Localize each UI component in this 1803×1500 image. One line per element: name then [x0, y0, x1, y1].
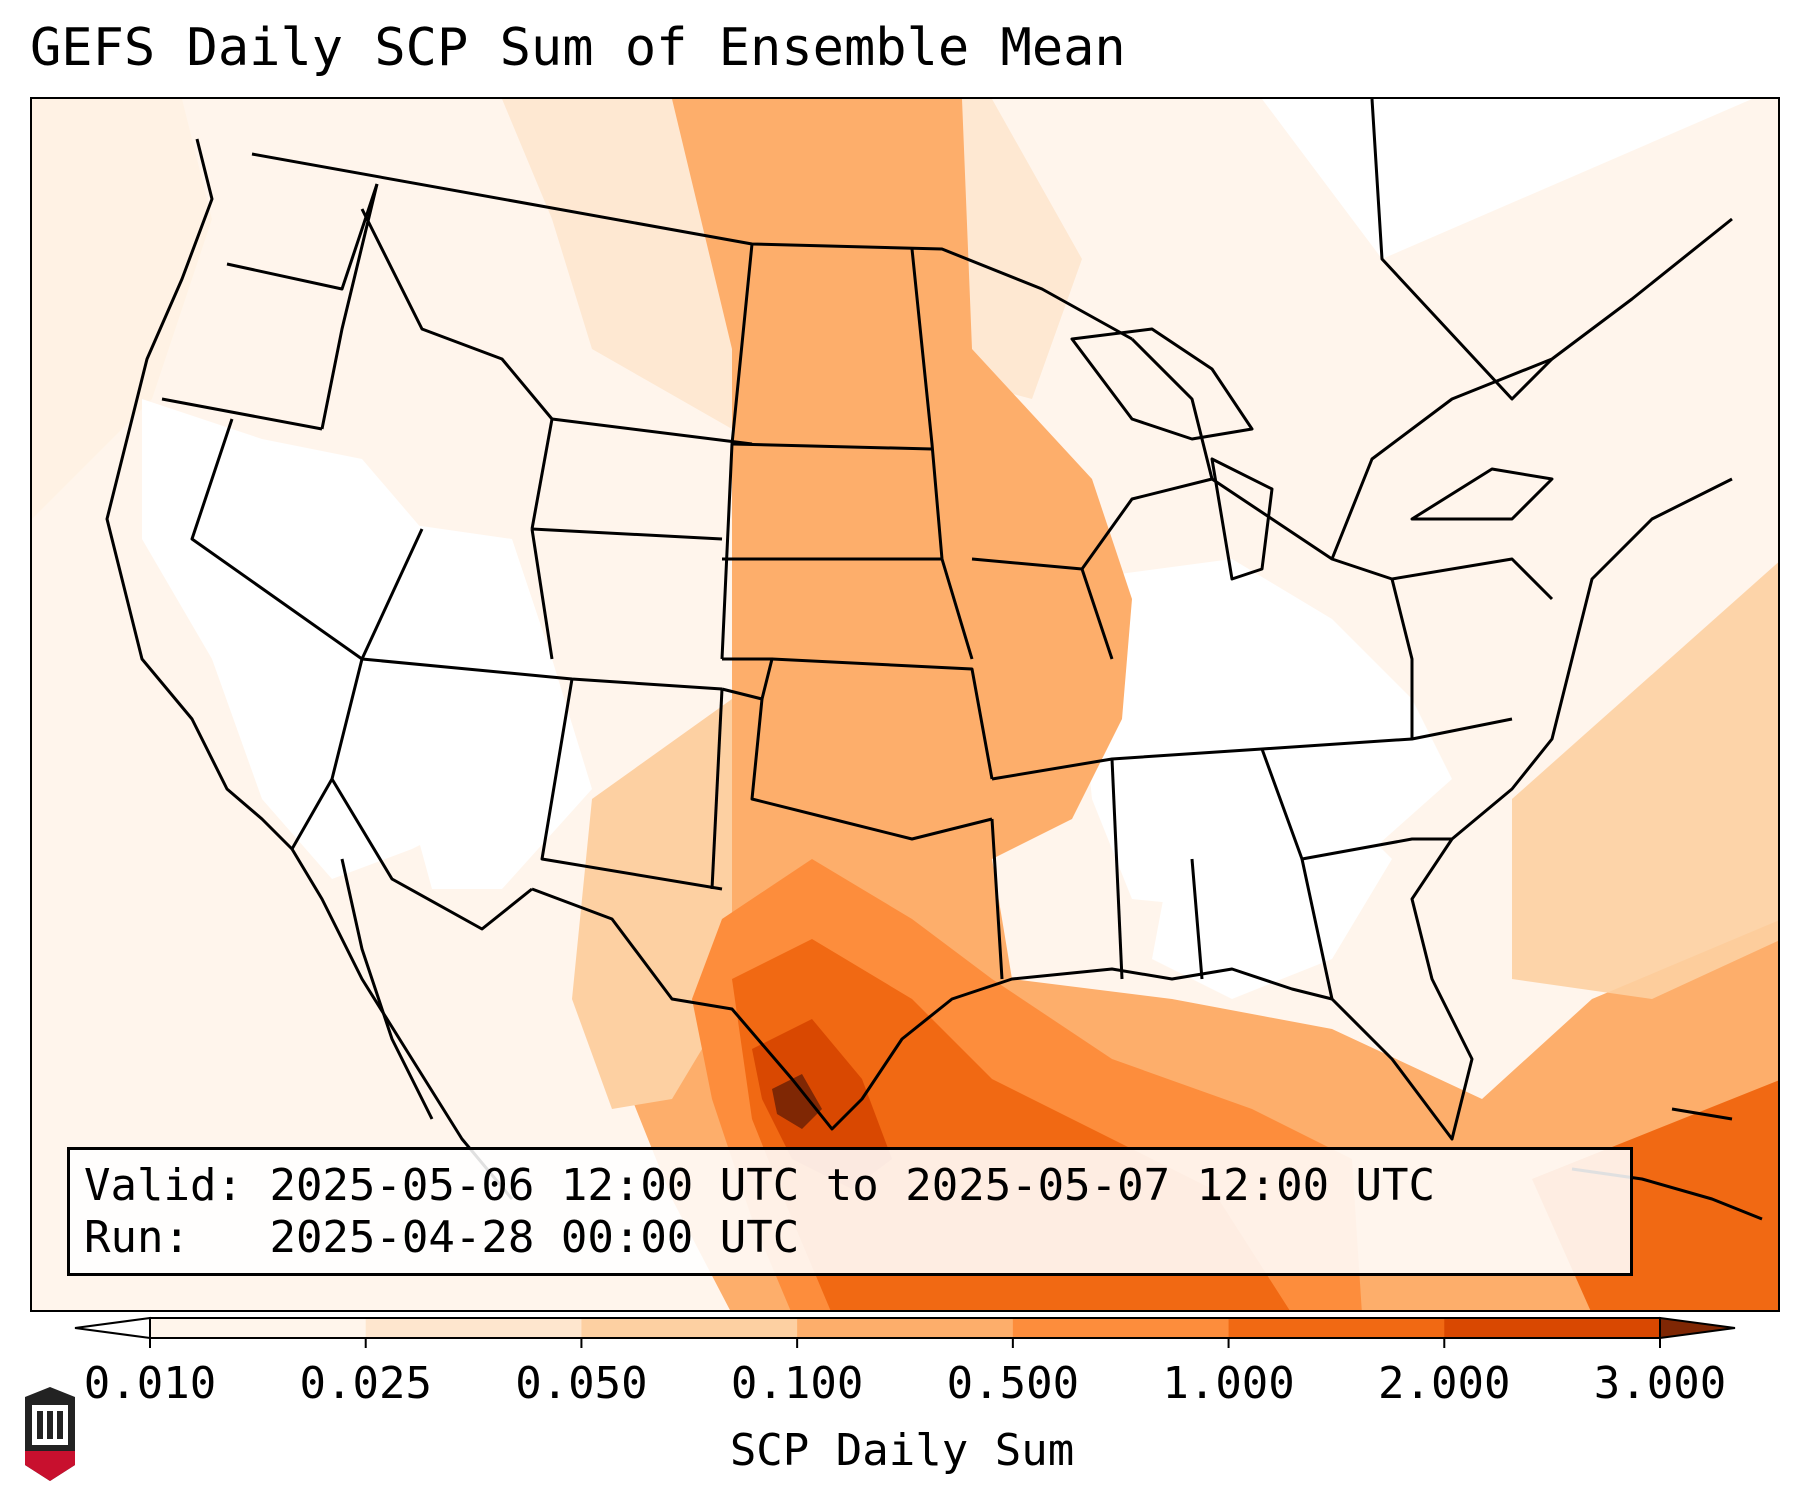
- colorbar-tick-label: 0.050: [515, 1358, 648, 1409]
- colorbar-segment: [365, 1318, 582, 1338]
- colorbar-segment: [797, 1318, 1014, 1338]
- colorbar-tick-label: 0.025: [299, 1358, 432, 1409]
- colorbar-tick-label: 0.010: [83, 1358, 217, 1409]
- colorbar-tick-label: 2.000: [1378, 1358, 1511, 1409]
- colorbar-tick-label: 1.000: [1162, 1358, 1295, 1409]
- colorbar-segment: [1444, 1318, 1661, 1338]
- niu-logo: [20, 1385, 80, 1489]
- colorbar-segment: [581, 1318, 798, 1338]
- colorbar-label: SCP Daily Sum: [729, 1425, 1075, 1476]
- run-row: Run: 2025-04-28 00:00 UTC: [84, 1212, 1630, 1264]
- niu-logo-icon: [25, 1387, 75, 1481]
- colorbar-tick-label: 0.100: [730, 1358, 864, 1409]
- run-value: 2025-04-28 00:00 UTC: [269, 1212, 800, 1263]
- colorbar-tick-label: 0.500: [946, 1358, 1080, 1409]
- colorbar-tick-label: 3.000: [1593, 1358, 1727, 1409]
- validity-info-box: Valid: 2025-05-06 12:00 UTC to 2025-05-0…: [67, 1147, 1633, 1276]
- colorbar-segment: [150, 1318, 367, 1338]
- map-panel[interactable]: [30, 97, 1780, 1312]
- colorbar-outline: [149, 1317, 1661, 1339]
- colorbar-svg: [74, 1316, 1736, 1348]
- colorbar-segment: [1228, 1318, 1445, 1338]
- valid-label: Valid:: [84, 1160, 243, 1211]
- valid-value: 2025-05-06 12:00 UTC to 2025-05-07 12:00…: [269, 1160, 1436, 1211]
- scp-shading-none: [142, 399, 1452, 999]
- colorbar: [70, 1310, 1740, 1354]
- colorbar-segment: [1012, 1318, 1230, 1338]
- colorbar-max-extend: [1659, 1316, 1736, 1340]
- run-label: Run:: [84, 1212, 190, 1263]
- map-title: GEFS Daily SCP Sum of Ensemble Mean: [30, 18, 1126, 78]
- valid-row: Valid: 2025-05-06 12:00 UTC to 2025-05-0…: [84, 1160, 1630, 1212]
- colorbar-min-extend: [74, 1316, 151, 1340]
- forecast-map: [32, 99, 1778, 1310]
